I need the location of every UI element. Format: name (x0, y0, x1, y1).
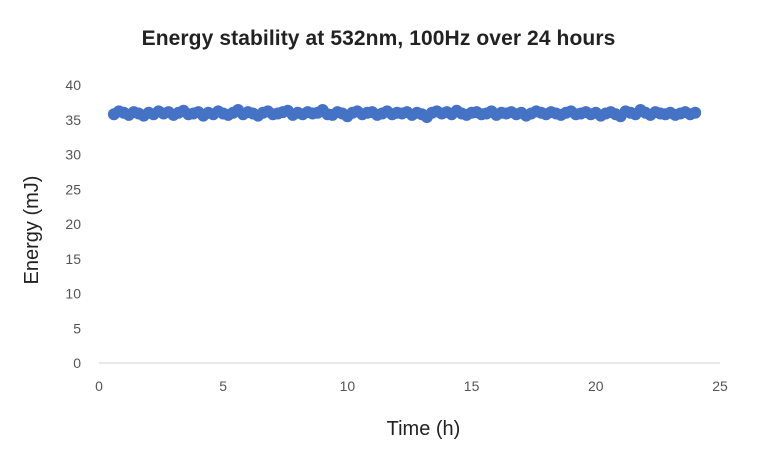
y-tick-label: 0 (73, 355, 81, 371)
data-points (107, 104, 702, 123)
x-tick-label: 0 (95, 378, 103, 394)
x-tick-label: 10 (340, 378, 356, 394)
y-axis-tick-labels: 0 5 10 15 20 25 30 35 40 (65, 77, 81, 371)
y-tick-label: 35 (65, 112, 81, 128)
y-tick-label: 30 (65, 147, 81, 163)
y-tick-label: 15 (65, 251, 81, 267)
x-tick-label: 5 (219, 378, 227, 394)
x-axis-title: Time (h) (387, 418, 461, 440)
y-tick-label: 5 (73, 320, 81, 336)
y-tick-label: 25 (65, 181, 81, 197)
data-point (689, 106, 702, 119)
x-tick-label: 25 (712, 378, 728, 394)
y-tick-label: 10 (65, 286, 81, 302)
y-axis-title: Energy (mJ) (21, 176, 43, 285)
y-tick-label: 20 (65, 216, 81, 232)
y-tick-label: 40 (65, 77, 81, 93)
chart-title: Energy stability at 532nm, 100Hz over 24… (141, 27, 616, 50)
x-tick-label: 15 (464, 378, 480, 394)
x-axis-tick-labels: 0 5 10 15 20 25 (95, 378, 728, 394)
x-tick-label: 20 (588, 378, 604, 394)
